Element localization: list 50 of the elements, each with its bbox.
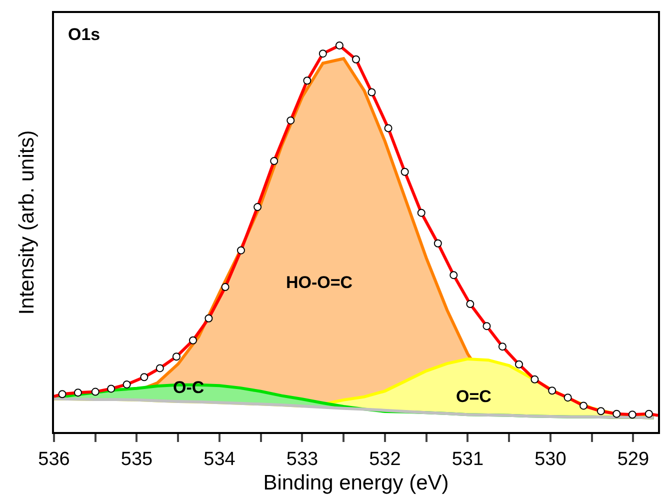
point <box>122 380 131 388</box>
x-tick-label: 532 <box>369 448 401 470</box>
point <box>580 402 588 410</box>
point <box>156 364 164 372</box>
point <box>644 410 653 418</box>
point <box>368 88 376 96</box>
point <box>417 208 426 217</box>
point <box>236 246 245 254</box>
point <box>303 76 312 85</box>
point <box>189 336 197 344</box>
point <box>270 157 278 166</box>
point <box>286 116 295 124</box>
point <box>466 300 474 308</box>
point <box>140 373 148 382</box>
x-tick-label: 533 <box>286 448 318 470</box>
point <box>612 410 621 418</box>
point <box>530 375 539 384</box>
point <box>384 124 392 132</box>
point <box>204 314 213 322</box>
x-tick-label: 535 <box>120 448 153 470</box>
point <box>254 203 262 212</box>
x-tick-label: 530 <box>534 448 566 470</box>
point <box>221 283 230 292</box>
x-tick-label: 529 <box>617 448 650 470</box>
point <box>434 239 442 248</box>
x-axis-title: Binding energy (eV) <box>263 472 449 494</box>
point <box>498 342 506 351</box>
x-tick-label: 536 <box>38 448 70 470</box>
point <box>450 271 458 280</box>
point <box>548 386 556 395</box>
point <box>564 394 572 402</box>
point <box>352 55 360 64</box>
point <box>74 388 82 397</box>
point <box>172 352 180 361</box>
annotation: O=C <box>456 387 492 406</box>
point <box>335 41 344 50</box>
point <box>515 360 523 368</box>
point <box>482 322 491 330</box>
x-tick-label: 531 <box>452 448 484 470</box>
point <box>400 168 409 176</box>
point <box>107 384 116 393</box>
point <box>318 50 327 58</box>
point <box>58 390 66 398</box>
annotation: HO-O=C <box>286 273 353 292</box>
y-axis-title: Intensity (arb. units) <box>16 130 39 315</box>
point <box>91 388 100 396</box>
x-tick-label: 534 <box>204 448 236 470</box>
point <box>628 410 636 419</box>
point <box>596 407 605 416</box>
text: O1s <box>68 25 100 44</box>
